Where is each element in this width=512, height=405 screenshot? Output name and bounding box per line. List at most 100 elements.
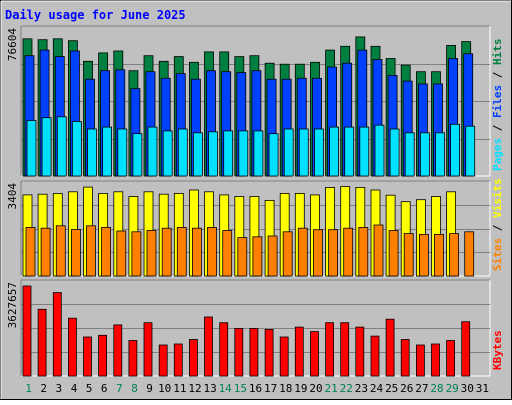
bar-pages-day-28 [435,132,445,177]
day-label-19: 19 [294,382,307,395]
day-label-16: 16 [249,382,262,395]
bar-pages-day-14 [223,130,234,177]
bar-kbytes-day-6 [98,334,107,377]
bar-sites-day-14 [222,230,233,277]
bar-sites-day-27 [418,233,429,277]
day-label-13: 13 [203,382,216,395]
bar-sites-day-23 [358,226,369,277]
bar-pages-day-29 [450,123,461,177]
bar-kbytes-day-20 [310,331,319,377]
day-label-1: 1 [25,382,32,395]
bar-pages-day-6 [102,126,112,177]
day-label-28: 28 [430,382,443,395]
day-label-7: 7 [116,382,123,395]
bar-kbytes-day-26 [400,339,410,377]
bar-sites-day-30 [464,231,475,277]
bar-sites-day-16 [252,236,263,277]
bar-pages-day-21 [329,126,340,177]
bar-sites-day-1 [25,226,36,277]
bar-kbytes-day-28 [431,343,440,377]
bar-kbytes-day-22 [340,322,350,377]
bar-sites-day-5 [86,225,96,277]
day-label-17: 17 [264,382,277,395]
day-label-12: 12 [188,382,201,395]
panel-visits-sites-legend: Sites / Visits [491,178,504,271]
bar-kbytes-day-5 [83,336,92,377]
bar-sites-day-7 [116,230,127,277]
panel-kbytes-scale-label: 3627657 [6,282,19,328]
day-label-6: 6 [101,382,108,395]
bar-pages-day-20 [314,128,324,177]
legend-sites: Sites [491,238,504,271]
day-label-29: 29 [446,382,459,395]
bar-sites-day-10 [161,227,172,277]
bar-sites-day-19 [297,227,308,277]
bar-sites-day-13 [207,226,217,277]
bar-pages-day-30 [465,125,476,177]
bar-kbytes-day-13 [204,316,213,377]
bar-kbytes-day-16 [249,327,259,377]
day-label-9: 9 [146,382,153,395]
bar-pages-day-4 [72,121,82,177]
bar-pages-day-24 [374,124,385,177]
bar-sites-day-29 [449,233,460,277]
day-label-2: 2 [40,382,47,395]
bar-pages-day-1 [26,120,37,177]
bar-sites-day-6 [101,226,111,277]
bar-sites-day-28 [434,233,444,277]
panel-hits-files-pages-scale-label: 76604 [6,28,19,61]
day-label-14: 14 [219,382,233,395]
bar-sites-day-3 [55,225,66,277]
bar-sites-day-24 [373,224,384,277]
legend-separator: / [491,218,504,238]
bar-sites-day-25 [388,230,399,277]
legend-kbytes: KBytes [491,330,504,370]
day-label-4: 4 [71,382,78,395]
bar-pages-day-10 [162,130,173,177]
bar-sites-day-17 [267,235,278,277]
bar-pages-day-5 [87,128,97,177]
bar-sites-day-15 [237,237,248,277]
bar-sites-day-9 [146,230,157,277]
legend-separator: / [491,118,504,138]
bar-sites-day-12 [191,227,202,277]
bar-kbytes-day-8 [128,340,138,377]
bar-pages-day-13 [208,131,218,177]
legend-separator: / [491,65,504,85]
bar-pages-day-3 [56,116,67,177]
bar-kbytes-day-29 [446,340,456,377]
bar-kbytes-day-18 [279,336,289,377]
bar-sites-day-8 [131,231,142,277]
bar-pages-day-23 [359,126,370,177]
legend-pages: Pages [491,138,504,171]
bar-kbytes-day-2 [37,308,47,377]
day-label-11: 11 [173,382,186,395]
bar-pages-day-22 [344,126,355,177]
bar-pages-day-12 [192,132,203,177]
bar-kbytes-day-23 [355,326,365,377]
day-label-3: 3 [55,382,62,395]
chart-title: Daily usage for June 2025 [5,8,186,22]
day-label-15: 15 [234,382,247,395]
bar-sites-day-20 [313,229,323,277]
bar-pages-day-19 [298,128,309,177]
bar-kbytes-day-30 [461,321,471,377]
day-label-21: 21 [324,382,337,395]
bar-pages-day-15 [238,130,249,177]
bar-pages-day-8 [132,133,143,177]
bar-kbytes-day-10 [158,344,168,377]
bar-pages-day-27 [419,132,430,177]
bar-kbytes-day-14 [219,322,229,377]
panel-visits-sites-scale-label: 3404 [6,183,19,210]
bar-pages-day-25 [389,128,400,177]
bar-kbytes-day-19 [294,326,304,377]
bar-kbytes-day-27 [415,344,425,377]
day-label-22: 22 [340,382,353,395]
day-label-26: 26 [400,382,413,395]
bar-pages-day-9 [147,126,158,177]
day-label-20: 20 [309,382,322,395]
bar-pages-day-18 [283,128,294,177]
bar-sites-day-2 [40,227,51,277]
